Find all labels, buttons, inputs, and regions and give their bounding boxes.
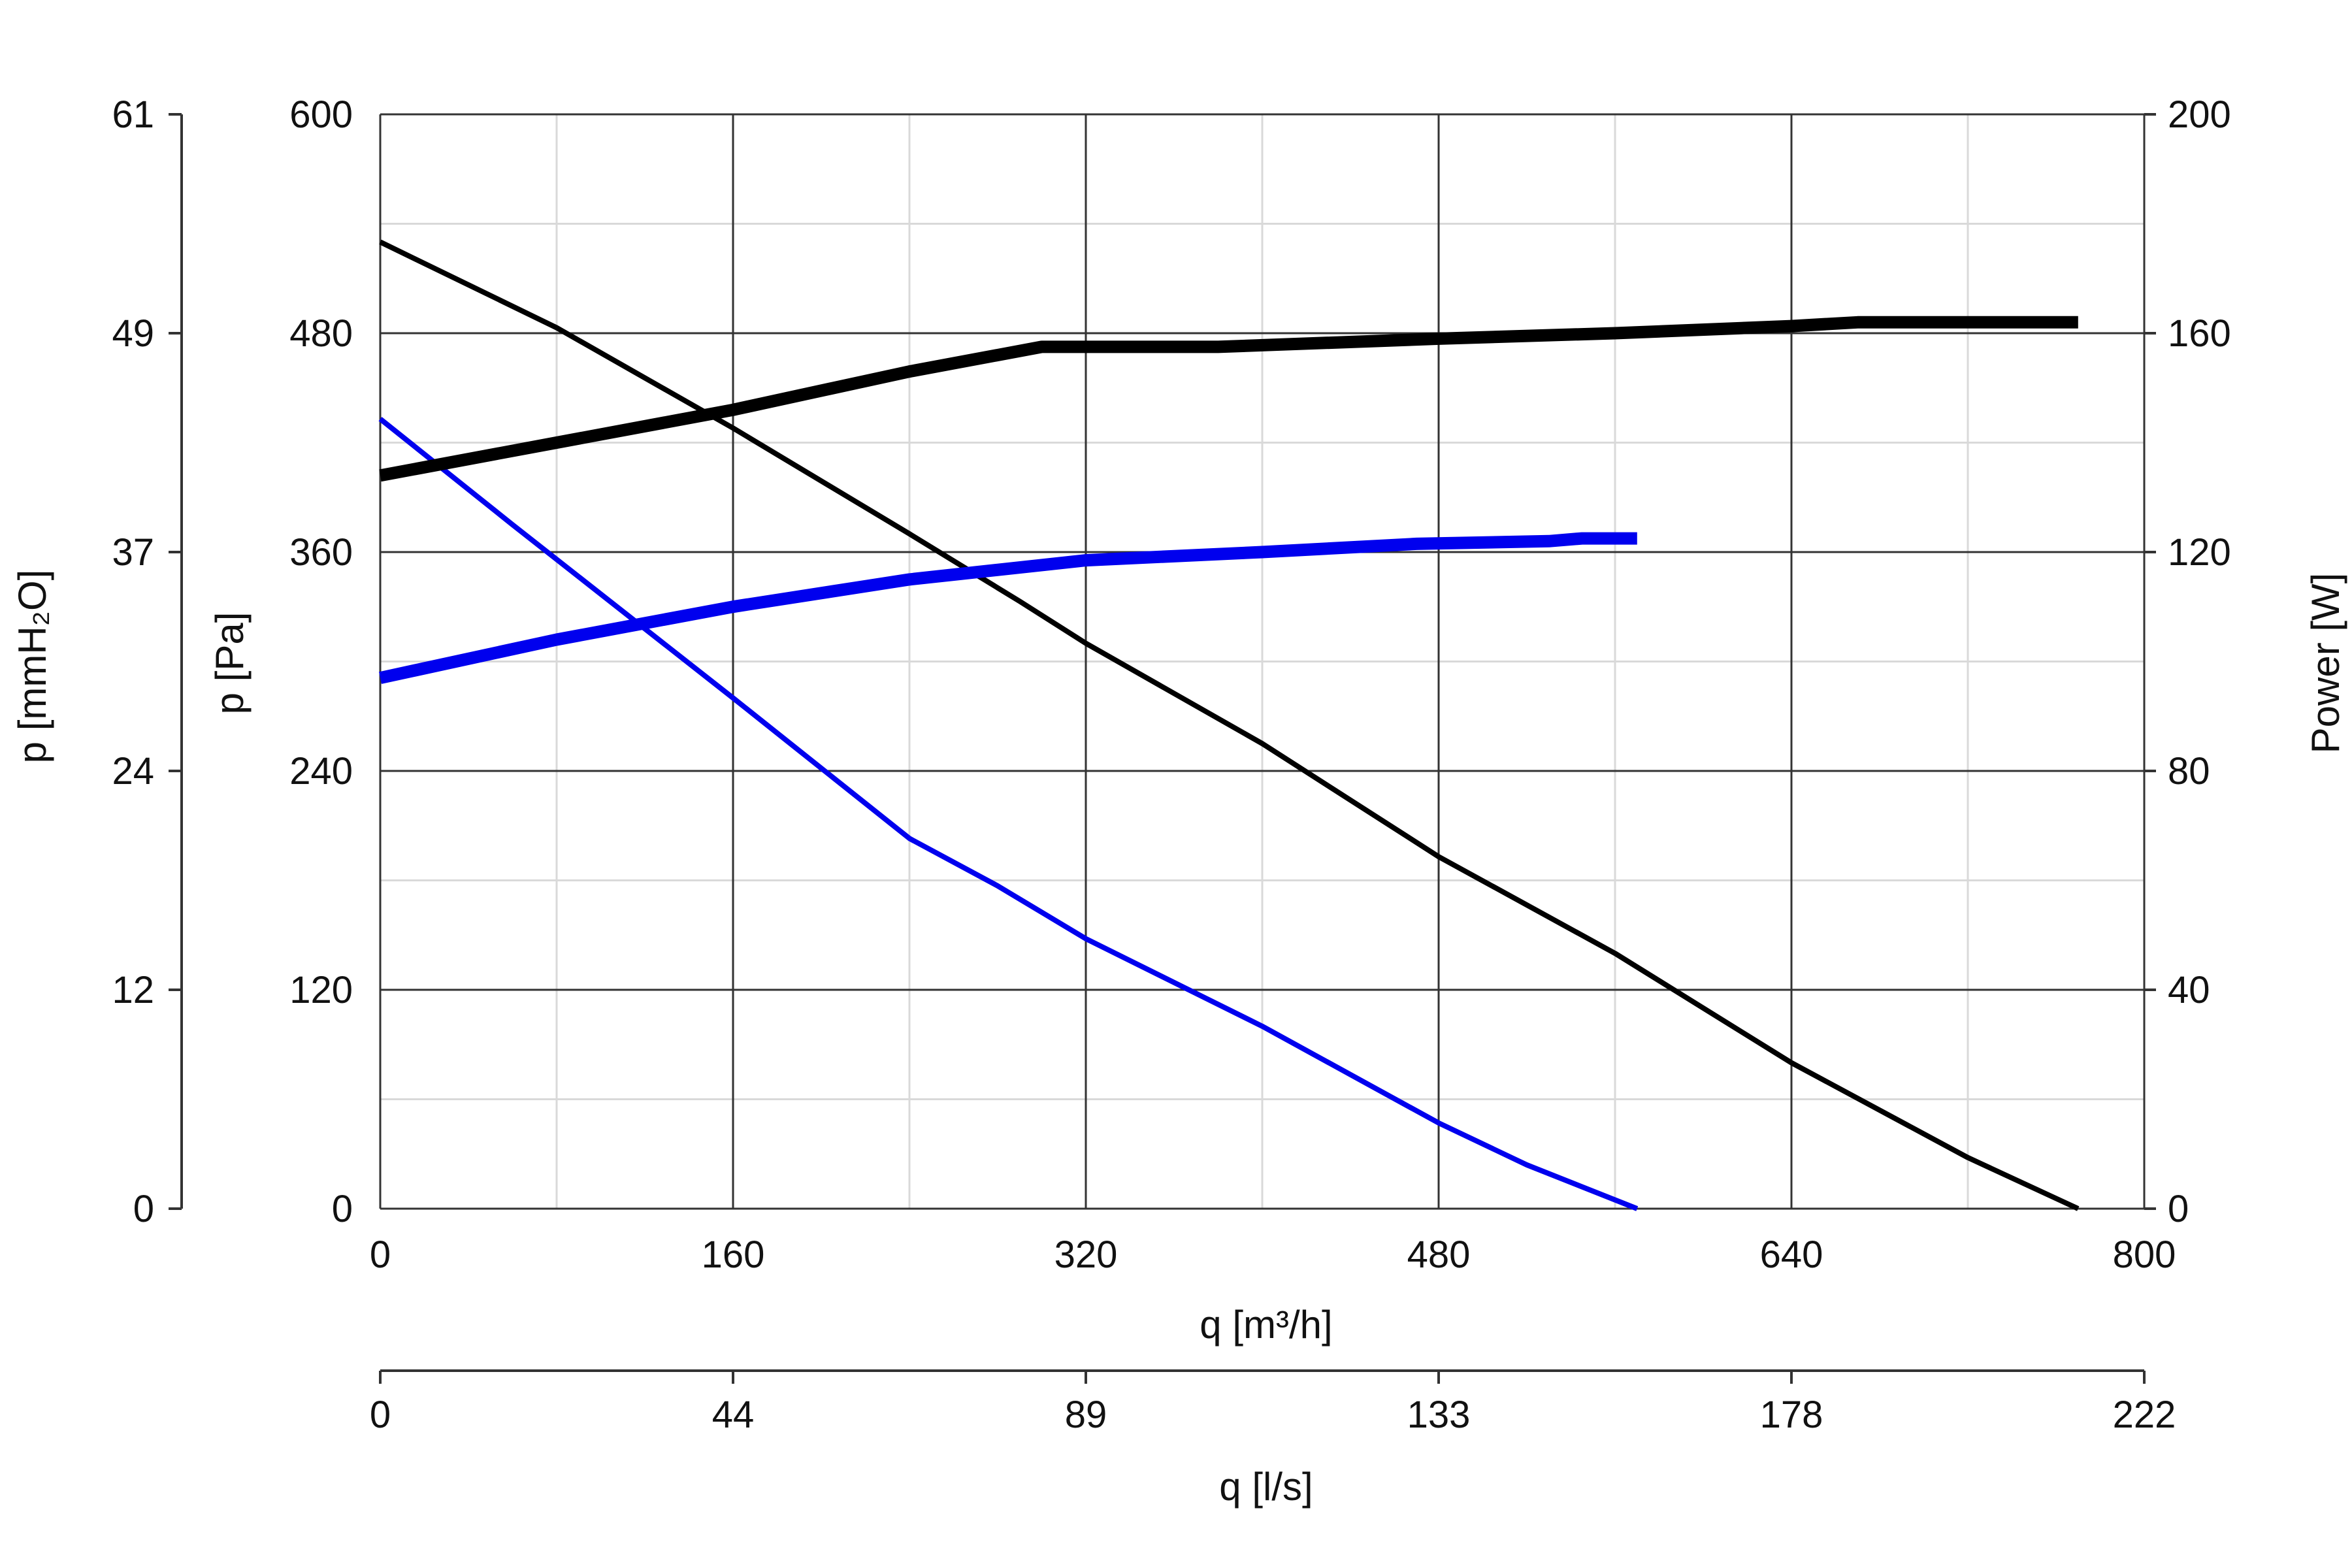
- x-primary-tick-label: 800: [2113, 1233, 2176, 1276]
- x-secondary-tick-label: 89: [1065, 1394, 1107, 1436]
- series-line-power-2: [379, 316, 2078, 482]
- x-primary-tick-label: 640: [1760, 1233, 1823, 1276]
- y-outer-tick-label: 12: [112, 969, 154, 1011]
- x-secondary-tick-label: 133: [1407, 1394, 1471, 1436]
- x-secondary-tick-label: 0: [370, 1394, 391, 1436]
- x-axis-primary-title: q [m³/h]: [1200, 1303, 1332, 1347]
- x-primary-tick-label: 0: [370, 1233, 391, 1276]
- series-layer: [378, 239, 2080, 1211]
- y-right-tick-label: 80: [2168, 750, 2210, 792]
- y-right-tick-label: 200: [2168, 93, 2231, 136]
- y-outer-tick-label: 24: [112, 750, 154, 792]
- series-line-pressure-0: [379, 239, 2080, 1211]
- y-right-tick-label: 40: [2168, 969, 2210, 1011]
- major-gridlines: [379, 113, 2146, 1210]
- y-inner-tick-label: 600: [289, 93, 353, 136]
- y-inner-tick-label: 240: [289, 750, 353, 792]
- x-axis-secondary-title: q [l/s]: [1219, 1465, 1313, 1509]
- y-axis-right-title: Power [W]: [2304, 573, 2347, 754]
- series-line-pressure-1: [378, 417, 1639, 1211]
- x-secondary-tick-label: 44: [712, 1394, 755, 1436]
- series-line-power-3: [378, 532, 1637, 684]
- y-outer-tick-label: 0: [133, 1188, 154, 1230]
- x-secondary-tick-label: 222: [2113, 1394, 2176, 1436]
- y-outer-tick-label: 61: [112, 93, 154, 136]
- y-right-tick-label: 0: [2168, 1188, 2189, 1230]
- minor-gridlines: [380, 114, 2144, 1209]
- y-right-tick-label: 120: [2168, 531, 2231, 574]
- x-primary-tick-label: 320: [1054, 1233, 1118, 1276]
- x-primary-tick-label: 480: [1407, 1233, 1471, 1276]
- y-right-tick-label: 160: [2168, 312, 2231, 355]
- y-inner-tick-label: 360: [289, 531, 353, 574]
- x-secondary-tick-label: 178: [1760, 1394, 1823, 1436]
- x-primary-tick-label: 160: [702, 1233, 765, 1276]
- y-inner-tick-label: 480: [289, 312, 353, 355]
- y-inner-tick-label: 0: [332, 1188, 353, 1230]
- y-axis-outer-title: p [mmH₂O]: [10, 570, 54, 764]
- y-inner-tick-label: 120: [289, 969, 353, 1011]
- y-outer-tick-label: 37: [112, 531, 154, 574]
- y-axis-inner-title: p [Pa]: [208, 612, 252, 715]
- y-outer-tick-label: 49: [112, 312, 154, 355]
